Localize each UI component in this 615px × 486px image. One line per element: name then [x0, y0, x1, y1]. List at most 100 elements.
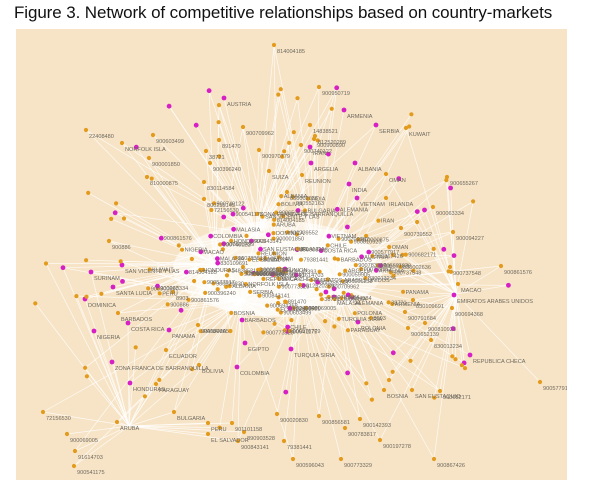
market-node [277, 266, 282, 271]
node-label: 900541175 [236, 212, 264, 218]
market-node [211, 201, 217, 206]
relationship-edge [300, 298, 381, 441]
node-label: ECUADOR [169, 354, 197, 360]
node-label: 900059905 [342, 272, 370, 278]
market-node [106, 238, 112, 244]
relationship-edge [111, 361, 130, 427]
market-node [299, 172, 305, 178]
node-label: SAN EUSTAQUIO [263, 247, 309, 253]
node-label: 900739552 [290, 230, 318, 236]
market-node [326, 294, 331, 300]
country-node [451, 292, 457, 298]
relationship-edge [128, 379, 160, 427]
node-label: VIETNAM [268, 256, 293, 262]
market-node [356, 237, 361, 242]
relationship-edge [84, 298, 130, 427]
country-node [120, 279, 125, 284]
country-node [378, 263, 383, 268]
market-node [363, 275, 368, 281]
relationship-edge [128, 382, 131, 427]
node-label: 900861576 [191, 298, 219, 304]
market-node [316, 84, 322, 90]
node-label: IRLANDA [300, 247, 325, 253]
node-label: 812520289 [318, 140, 346, 146]
node-label: AUSTRIA [227, 102, 252, 108]
relationship-edge [223, 97, 257, 235]
node-label: ARUBA [276, 223, 296, 229]
node-label: 72156530 [214, 208, 239, 214]
market-node [309, 277, 314, 283]
node-label: 900843141 [241, 445, 269, 451]
relationship-edge [412, 293, 457, 301]
node-label: 900709962 [246, 131, 274, 137]
relationship-edge [240, 300, 294, 460]
relationship-edge [218, 156, 257, 235]
country-node [166, 103, 172, 109]
node-label: BOSNIA [234, 311, 255, 317]
market-node [217, 425, 222, 430]
country-node [112, 210, 118, 216]
node-label: 900737548 [393, 270, 421, 276]
node-label: 891470 [222, 144, 241, 150]
relationship-edge [218, 105, 257, 235]
relationship-edge [219, 300, 242, 428]
node-label: ARGELIA [314, 167, 339, 173]
market-node [163, 347, 169, 353]
node-label: SUIZA [263, 257, 280, 263]
relationship-edge [231, 300, 242, 424]
label-layer: 814004185 900603499 38721 ALBANIA VIETNAM CHI… [46, 49, 567, 476]
market-node [229, 238, 234, 243]
node-label: 901101158 [235, 427, 262, 433]
node-label: 22408480 [296, 306, 321, 312]
market-node [72, 448, 78, 454]
market-node [407, 124, 412, 129]
node-label: 900694368 [455, 312, 483, 318]
node-label: SAN VICENTE Y LAS [265, 215, 320, 221]
node-label: ARGELIA [348, 269, 373, 275]
node-label: HONDURAS [203, 268, 235, 274]
country-node [231, 226, 237, 232]
relationship-edge [407, 293, 457, 329]
market-node [471, 199, 476, 204]
market-node [146, 155, 152, 161]
market-node [405, 325, 411, 331]
market-node [282, 328, 287, 333]
relationship-edge [273, 44, 317, 255]
node-label: OMAN [392, 245, 409, 251]
node-label: 830013234 [434, 344, 462, 350]
node-label: 900577917 [543, 386, 567, 392]
node-label: 830109691 [220, 261, 248, 267]
market-node [336, 236, 341, 241]
node-label: BULGARIA [308, 209, 337, 215]
market-node [325, 277, 330, 282]
node-label: 900577917 [207, 280, 235, 286]
node-label: 900773329 [344, 463, 372, 469]
node-label: PANAMA [203, 329, 226, 335]
node-label: 900094227 [456, 236, 484, 242]
relationship-edge [255, 124, 377, 235]
node-label: 91614703 [299, 273, 324, 279]
market-node [455, 281, 461, 287]
node-label: 900950719 [261, 268, 289, 274]
node-label: 830109691 [416, 304, 444, 310]
relationship-edge [237, 298, 302, 442]
node-label: REUNION [261, 251, 287, 257]
node-label: EL SALVADOR [211, 438, 249, 444]
country-node [221, 241, 227, 247]
market-node [432, 395, 437, 400]
relationship-edge [403, 291, 457, 295]
market-node [198, 267, 203, 272]
market-node [220, 247, 225, 252]
market-node [431, 246, 436, 251]
node-label: KUWAIT [409, 132, 431, 138]
relationship-edge [255, 149, 260, 235]
market-node [341, 290, 346, 295]
relationship-edge [452, 293, 457, 329]
market-node [329, 106, 334, 111]
market-node [207, 160, 213, 166]
node-label: BOLIVIA [281, 202, 303, 208]
market-node [229, 310, 234, 315]
market-node [146, 286, 151, 291]
relationship-edge [455, 293, 463, 366]
relationship-edge [292, 298, 302, 460]
